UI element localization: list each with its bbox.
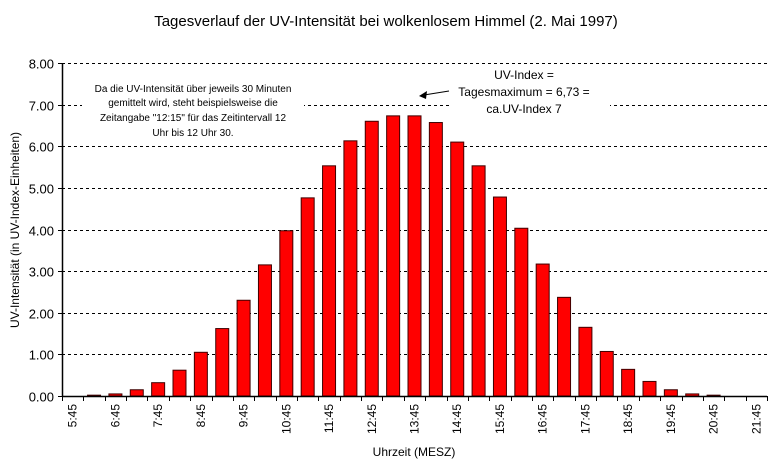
x-axis-label: Uhrzeit (MESZ) [373,445,456,459]
y-tick-label: 5.00 [29,182,54,197]
bar-7:45 [151,382,166,397]
bar-13:45 [407,115,422,397]
bar-11:15 [300,197,315,397]
bar-16:45 [535,263,550,397]
bar-14:45 [450,141,465,397]
bar-7:15 [129,389,144,397]
bar-8:45 [193,351,208,397]
bar-12:45 [364,120,379,397]
y-tick-label: 4.00 [29,224,54,239]
y-tick-labels: 0.00 1.00 2.00 3.00 4.00 5.00 6.00 7.00 8.00 [29,57,54,405]
y-tick-label: 6.00 [29,140,54,155]
y-axis-label: UV-Intensität (in UV-Index-Einheiten) [8,132,22,328]
bar-17:45 [578,326,593,397]
bar-11:45 [322,165,337,397]
x-tick-label: 19:45 [664,404,678,434]
bar-9:45 [236,299,251,397]
note-line: Zeitangabe "12:15" für das Zeitintervall… [100,113,287,124]
bar-19:15 [642,380,657,397]
bar-10:15 [257,264,272,397]
x-tick-label: 5:45 [66,404,80,428]
bar-8:15 [172,369,187,397]
bar-20:15 [685,393,700,397]
bar-12:15 [343,140,358,397]
bar-15:45 [492,196,507,397]
note-line: Uhr bis 12 Uhr 30. [152,128,233,139]
note-line: gemittelt wird, steht beispielsweise die [108,98,278,109]
x-tick-label: 8:45 [194,404,208,428]
x-tick-label: 20:45 [707,404,721,434]
note-line: Da die UV-Intensität über jeweils 30 Min… [95,84,292,95]
x-tick-label: 7:45 [151,404,165,428]
x-tick-label: 6:45 [108,404,122,428]
bars [87,115,721,397]
bar-16:15 [514,227,529,397]
y-tick-label: 2.00 [29,307,54,322]
chart-title: Tagesverlauf der UV-Intensität bei wolke… [154,13,618,30]
x-tick-labels: 5:45 6:45 7:45 8:45 9:45 10:45 11:45 12:45 13:45… [66,404,764,434]
x-tick-label: 17:45 [578,404,592,434]
maximum-annotation: UV-Index = Tagesmaximum = 6,73 = ca.UV-I… [419,64,610,120]
bar-15:15 [471,165,486,397]
bar-18:45 [621,368,636,397]
bar-6:45 [108,393,123,397]
x-tick-label: 15:45 [493,404,507,434]
arrow-line [423,90,450,96]
x-tick-label: 16:45 [536,404,550,434]
maximum-line: UV-Index = [494,68,554,82]
x-tick-label: 11:45 [322,404,336,433]
maximum-line: Tagesmaximum = 6,73 = [458,85,589,99]
bar-9:15 [215,328,230,397]
x-tick-label: 13:45 [408,404,422,434]
arrow-head [419,91,427,99]
maximum-line: ca.UV-Index 7 [486,102,562,116]
y-tick-label: 1.00 [29,348,54,363]
axes [58,63,768,401]
bar-10:45 [279,230,294,397]
note-annotation: Da die UV-Intensität über jeweils 30 Min… [82,72,304,142]
bar-17:15 [557,296,572,397]
y-tick-label: 3.00 [29,265,54,280]
y-tick-label: 0.00 [29,390,54,405]
y-tick-label: 8.00 [29,57,54,72]
x-tick-label: 18:45 [621,404,635,434]
bar-18:15 [599,350,614,397]
y-tick-label: 7.00 [29,99,54,114]
x-tick-label: 14:45 [450,404,464,434]
x-tick-label: 21:45 [749,404,763,434]
bar-19:45 [663,389,678,397]
x-tick-label: 9:45 [237,404,251,428]
x-tick-label: 12:45 [365,404,379,434]
x-tick-label: 10:45 [279,404,293,434]
bar-13:15 [386,115,401,397]
bar-14:15 [428,122,443,397]
